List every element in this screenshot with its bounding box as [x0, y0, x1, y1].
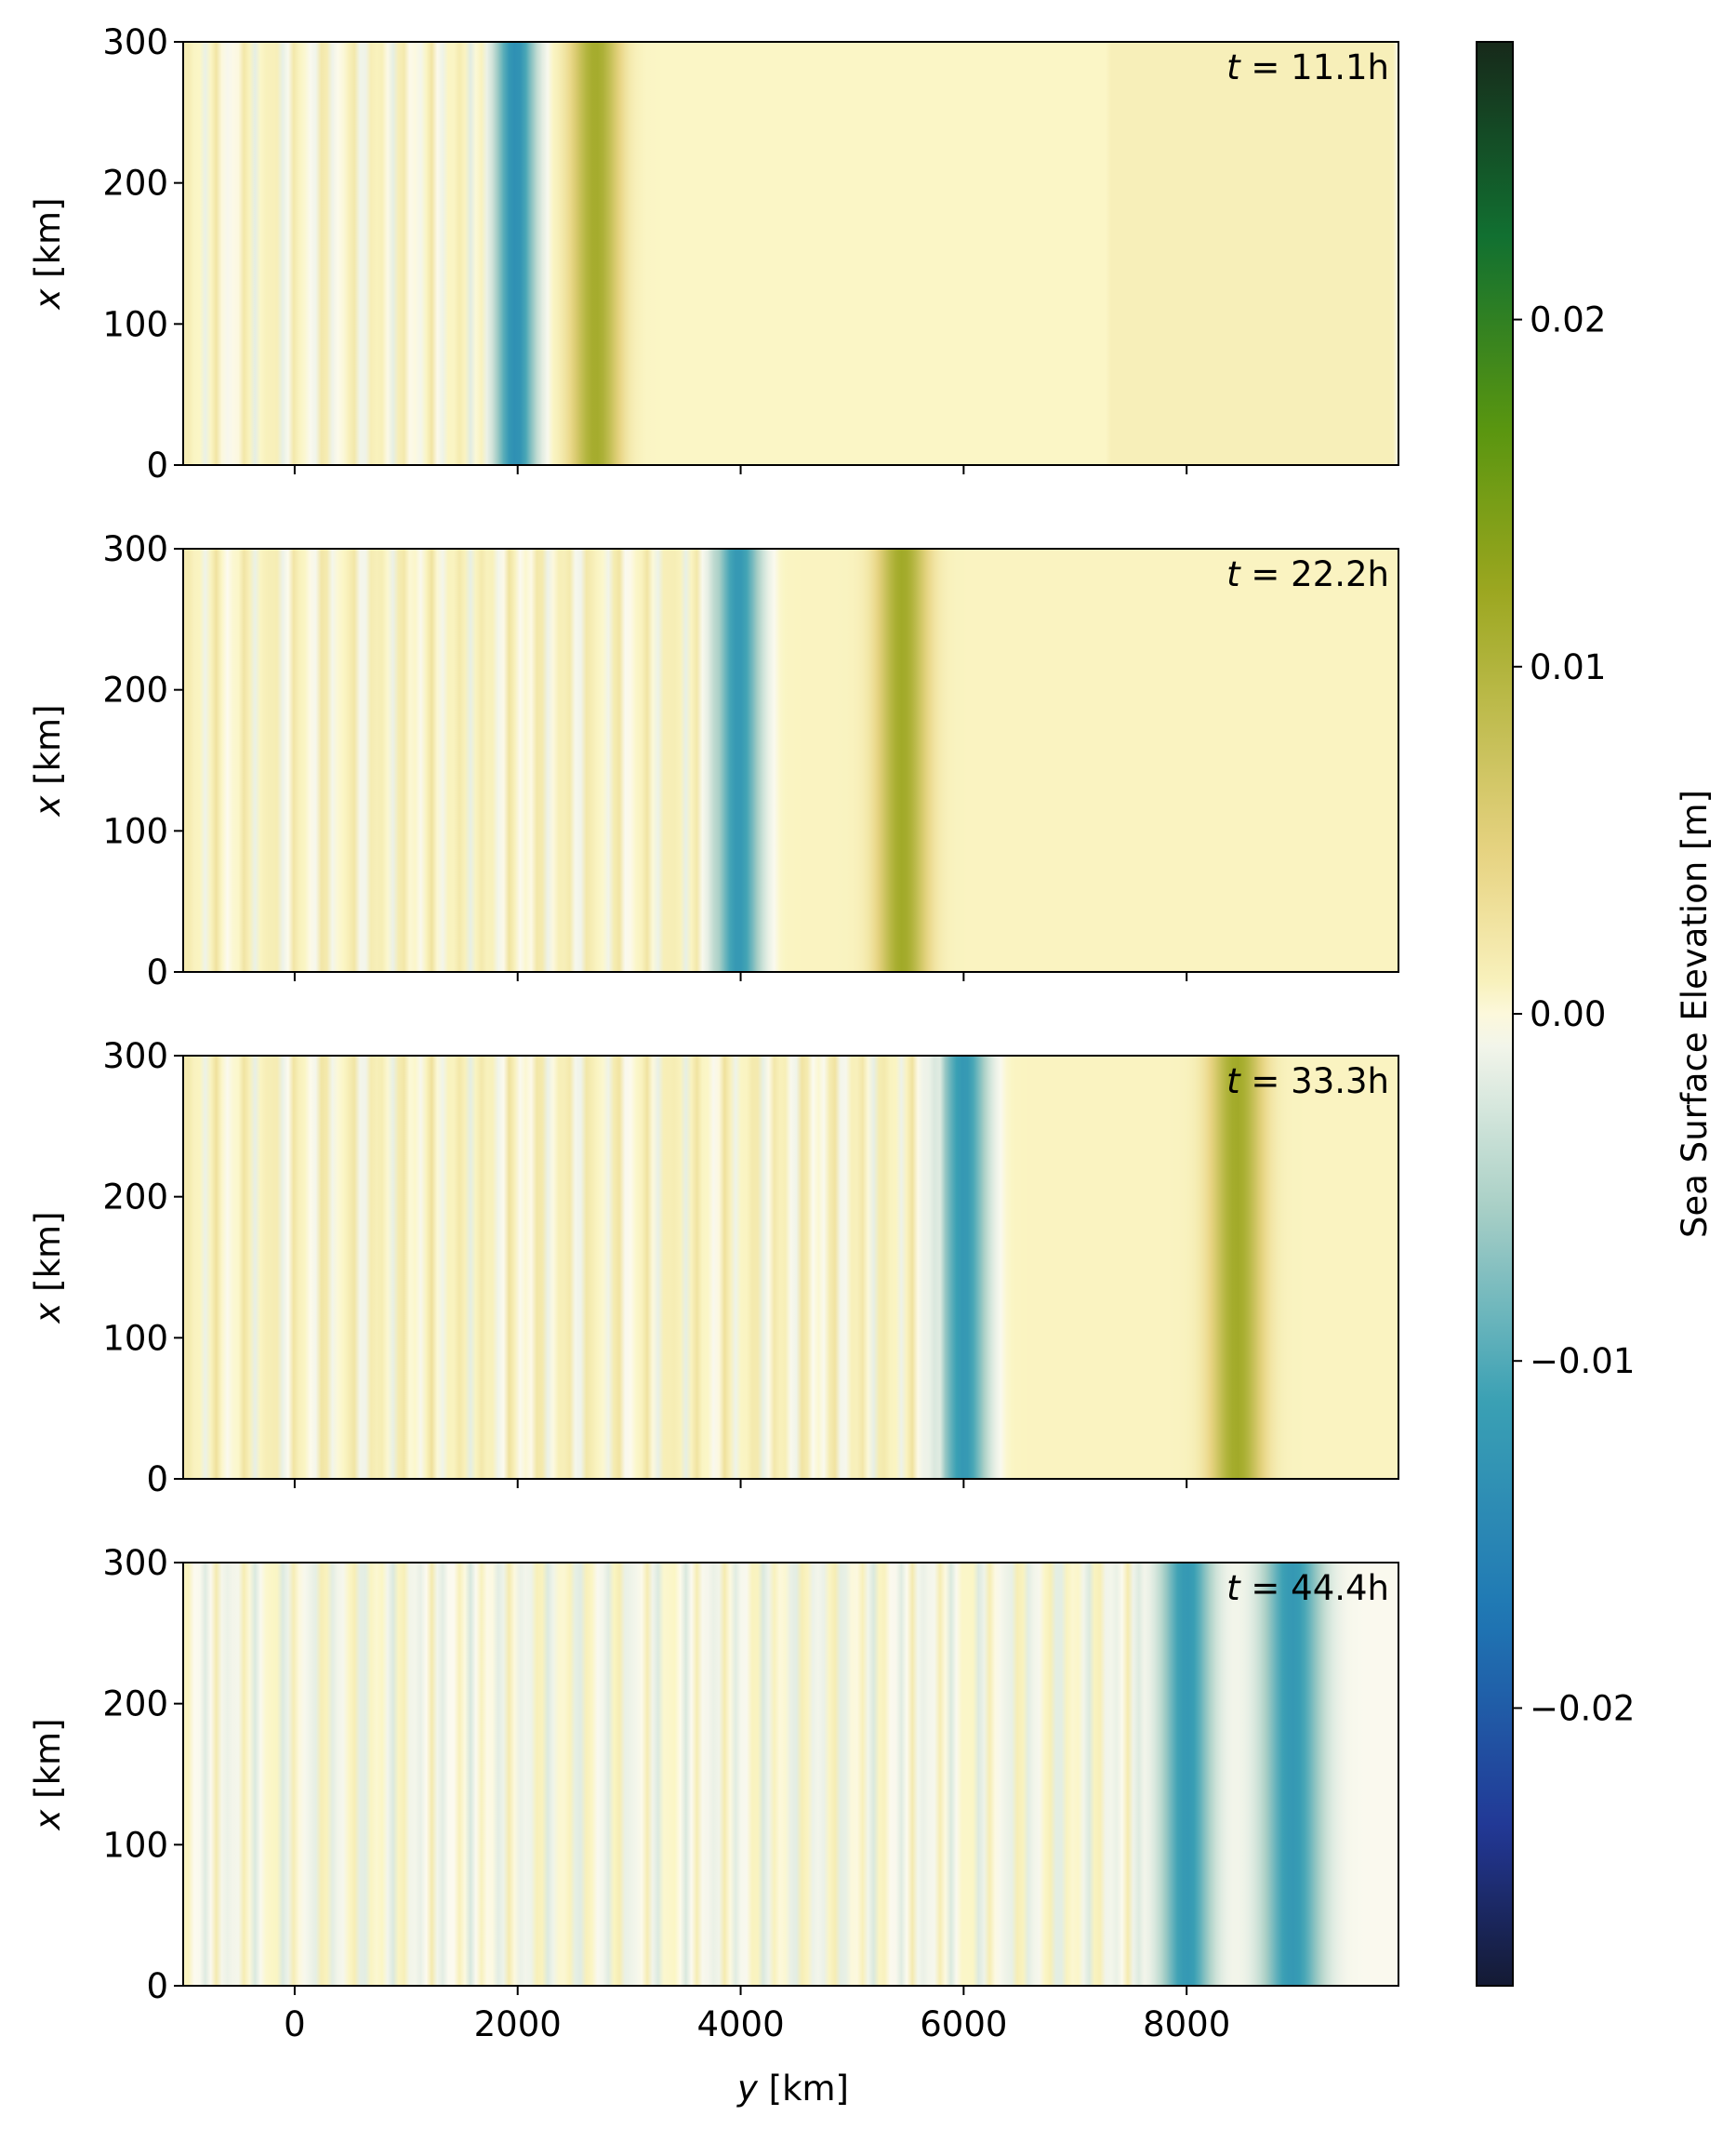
colorbar-tick-label: 0.01	[1530, 647, 1606, 687]
colorbar-tick-label: 0.02	[1530, 300, 1606, 340]
x-tick-label: 6000	[920, 2004, 1007, 2044]
y-axis-label: x [km]	[28, 704, 68, 817]
colorbar-tick-label: −0.01	[1530, 1341, 1635, 1381]
y-tick-label: 0	[146, 446, 168, 486]
heatmap-panels: 0 100 200 300 x [km] t = 11.1h 0 100 200 300 x [km…	[28, 22, 1398, 2044]
y-tick-label: 200	[102, 1684, 168, 1724]
y-tick-label: 200	[102, 1178, 168, 1218]
y-axis-label: x [km]	[28, 197, 68, 310]
x-tick-label: 4000	[696, 2004, 784, 2044]
x-tick-label: 2000	[474, 2004, 562, 2044]
x-axis-label: y [km]	[736, 2069, 849, 2109]
heatmap-panel-1: 0 100 200 300 x [km] t = 11.1h	[28, 22, 1398, 486]
heatmap-panel-2: 0 100 200 300 x [km] t = 22.2h	[28, 529, 1398, 992]
colorbar-tick-label: 0.00	[1530, 994, 1606, 1034]
y-tick-label: 300	[102, 1036, 168, 1076]
y-tick-label: 100	[102, 811, 168, 851]
colorbar-gradient	[1477, 42, 1513, 1986]
y-tick-label: 200	[102, 671, 168, 711]
y-axis-label: x [km]	[28, 1718, 68, 1830]
colorbar-ticks: −0.02 −0.01 0.00 0.01 0.02	[1513, 300, 1635, 1729]
heatmap-field	[183, 1056, 1398, 1479]
x-tick-label: 0	[284, 2004, 306, 2044]
time-annotation: t = 44.4h	[1226, 1568, 1389, 1608]
heatmap-panel-4: 0 100 200 300 0 2000 4000 6000 8000 x [km] t = 44.…	[28, 1543, 1398, 2044]
y-tick-label: 0	[146, 952, 168, 992]
y-tick-label: 100	[102, 1318, 168, 1358]
colorbar: −0.02 −0.01 0.00 0.01 0.02 Sea Surface Eleva…	[1477, 42, 1715, 1986]
y-tick-label: 300	[102, 529, 168, 569]
colorbar-label: Sea Surface Elevation [m]	[1675, 790, 1715, 1238]
time-annotation: t = 11.1h	[1226, 47, 1389, 87]
y-tick-label: 0	[146, 1966, 168, 2006]
y-tick-label: 100	[102, 304, 168, 344]
time-annotation: t = 22.2h	[1226, 554, 1389, 594]
y-tick-label: 300	[102, 1543, 168, 1583]
y-tick-label: 300	[102, 22, 168, 62]
heatmap-field	[183, 42, 1398, 465]
y-tick-label: 200	[102, 164, 168, 204]
heatmap-field	[183, 549, 1398, 972]
heatmap-panel-3: 0 100 200 300 x [km] t = 33.3h	[28, 1036, 1398, 1499]
time-annotation: t = 33.3h	[1226, 1061, 1389, 1101]
y-tick-label: 0	[146, 1459, 168, 1499]
heatmap-field	[183, 1563, 1398, 1986]
colorbar-tick-label: −0.02	[1530, 1688, 1635, 1728]
x-tick-label: 8000	[1143, 2004, 1230, 2044]
y-axis-label: x [km]	[28, 1211, 68, 1324]
y-tick-label: 100	[102, 1825, 168, 1865]
